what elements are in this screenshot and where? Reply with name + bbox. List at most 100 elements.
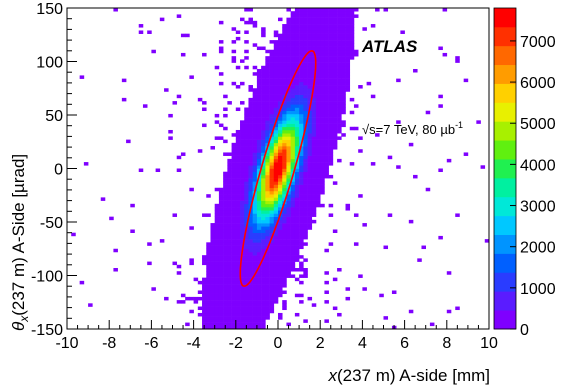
heatmap-cell — [311, 142, 317, 147]
heatmap-cell — [315, 200, 321, 205]
heatmap-cell — [286, 194, 291, 198]
heatmap-cell — [244, 264, 249, 269]
heatmap-cell — [265, 226, 270, 230]
heatmap-cell — [294, 129, 300, 134]
heatmap-cell — [256, 223, 262, 227]
heatmap-cell — [299, 43, 304, 47]
heatmap-cell — [261, 168, 266, 173]
heatmap-cell — [273, 174, 279, 179]
heatmap-cell — [332, 49, 338, 54]
heatmap-cell — [290, 258, 296, 262]
heatmap-cell — [227, 194, 232, 198]
heatmap-cell — [214, 277, 220, 282]
heatmap-cell — [290, 146, 296, 150]
heatmap-cell — [231, 235, 237, 240]
heatmap-cell — [227, 264, 232, 269]
heatmap-cell — [332, 30, 338, 34]
heatmap-cell — [227, 216, 232, 221]
heatmap-cell — [273, 190, 279, 195]
heatmap-cell — [341, 49, 346, 54]
heatmap-cell — [341, 56, 346, 60]
heatmap-cell — [286, 162, 291, 166]
heatmap-cell — [227, 239, 232, 243]
heatmap-cell — [240, 158, 245, 163]
heatmap-cell — [307, 223, 313, 227]
heatmap-cell — [206, 274, 211, 278]
heatmap-cell — [332, 46, 338, 51]
heatmap-cell — [278, 174, 283, 179]
heatmap-cell — [231, 133, 237, 137]
heatmap-cell — [261, 194, 266, 198]
heatmap-cell — [278, 72, 283, 76]
color-bar-segment — [494, 272, 516, 292]
y-tick-label: 150 — [36, 1, 63, 18]
heatmap-cell — [261, 155, 266, 160]
heatmap-cell — [231, 178, 237, 182]
heatmap-cell — [315, 30, 321, 34]
heatmap-cell — [294, 245, 300, 250]
heatmap-cell — [324, 36, 329, 41]
heatmap-cell — [231, 258, 237, 262]
heatmap-cell — [320, 139, 325, 144]
heatmap-cell — [290, 197, 296, 201]
heatmap-cell — [218, 287, 224, 291]
heatmap-cell — [307, 120, 313, 124]
heatmap-cell — [231, 319, 237, 323]
heatmap-cell — [126, 139, 131, 144]
heatmap-cell — [210, 146, 215, 150]
heatmap-cell — [189, 226, 194, 230]
heatmap-cell — [358, 274, 363, 278]
heatmap-cell — [240, 300, 245, 304]
heatmap-cell — [210, 325, 215, 329]
heatmap-cell — [227, 181, 232, 185]
heatmap-cell — [214, 203, 220, 208]
heatmap-cell — [265, 296, 270, 301]
heatmap-cell — [278, 219, 283, 224]
heatmap-cell — [202, 303, 207, 307]
heatmap-cell — [261, 146, 266, 150]
heatmap-cell — [202, 258, 207, 262]
heatmap-cell — [227, 277, 232, 282]
heatmap-cell — [294, 43, 300, 47]
heatmap-cell — [324, 17, 329, 22]
heatmap-cell — [303, 110, 308, 115]
heatmap-cell — [248, 300, 253, 304]
heatmap-cell — [299, 178, 304, 182]
heatmap-cell — [315, 190, 321, 195]
heatmap-cell — [248, 223, 253, 227]
heatmap-cell — [438, 94, 443, 99]
heatmap-cell — [337, 65, 342, 70]
heatmap-cell — [282, 117, 287, 121]
heatmap-cell — [240, 219, 245, 224]
heatmap-cell — [231, 309, 237, 314]
heatmap-cell — [324, 168, 329, 173]
heatmap-cell — [278, 162, 283, 166]
heatmap-cell — [446, 309, 452, 314]
heatmap-cell — [273, 68, 279, 73]
heatmap-cell — [311, 174, 317, 179]
heatmap-cell — [278, 52, 283, 57]
heatmap-cell — [278, 101, 283, 105]
heatmap-cell — [290, 165, 296, 169]
heatmap-cell — [218, 123, 224, 128]
heatmap-cell — [273, 113, 279, 118]
heatmap-cell — [315, 126, 321, 131]
heatmap-cell — [269, 258, 275, 262]
heatmap-cell — [231, 155, 237, 160]
heatmap-cell — [290, 27, 296, 31]
heatmap-cell — [176, 300, 182, 304]
heatmap-cell — [244, 300, 249, 304]
heatmap-cell — [252, 251, 258, 256]
heatmap-cell — [240, 178, 245, 182]
heatmap-cell — [282, 78, 287, 83]
heatmap-cell — [324, 14, 329, 18]
heatmap-cell — [248, 152, 253, 156]
heatmap-cell — [214, 300, 220, 304]
heatmap-cell — [223, 309, 228, 314]
heatmap-cell — [261, 261, 266, 266]
heatmap-cell — [282, 65, 287, 70]
heatmap-cell — [299, 268, 304, 272]
heatmap-cell — [252, 210, 258, 214]
heatmap-cell — [337, 312, 342, 317]
heatmap-cell — [345, 30, 351, 34]
